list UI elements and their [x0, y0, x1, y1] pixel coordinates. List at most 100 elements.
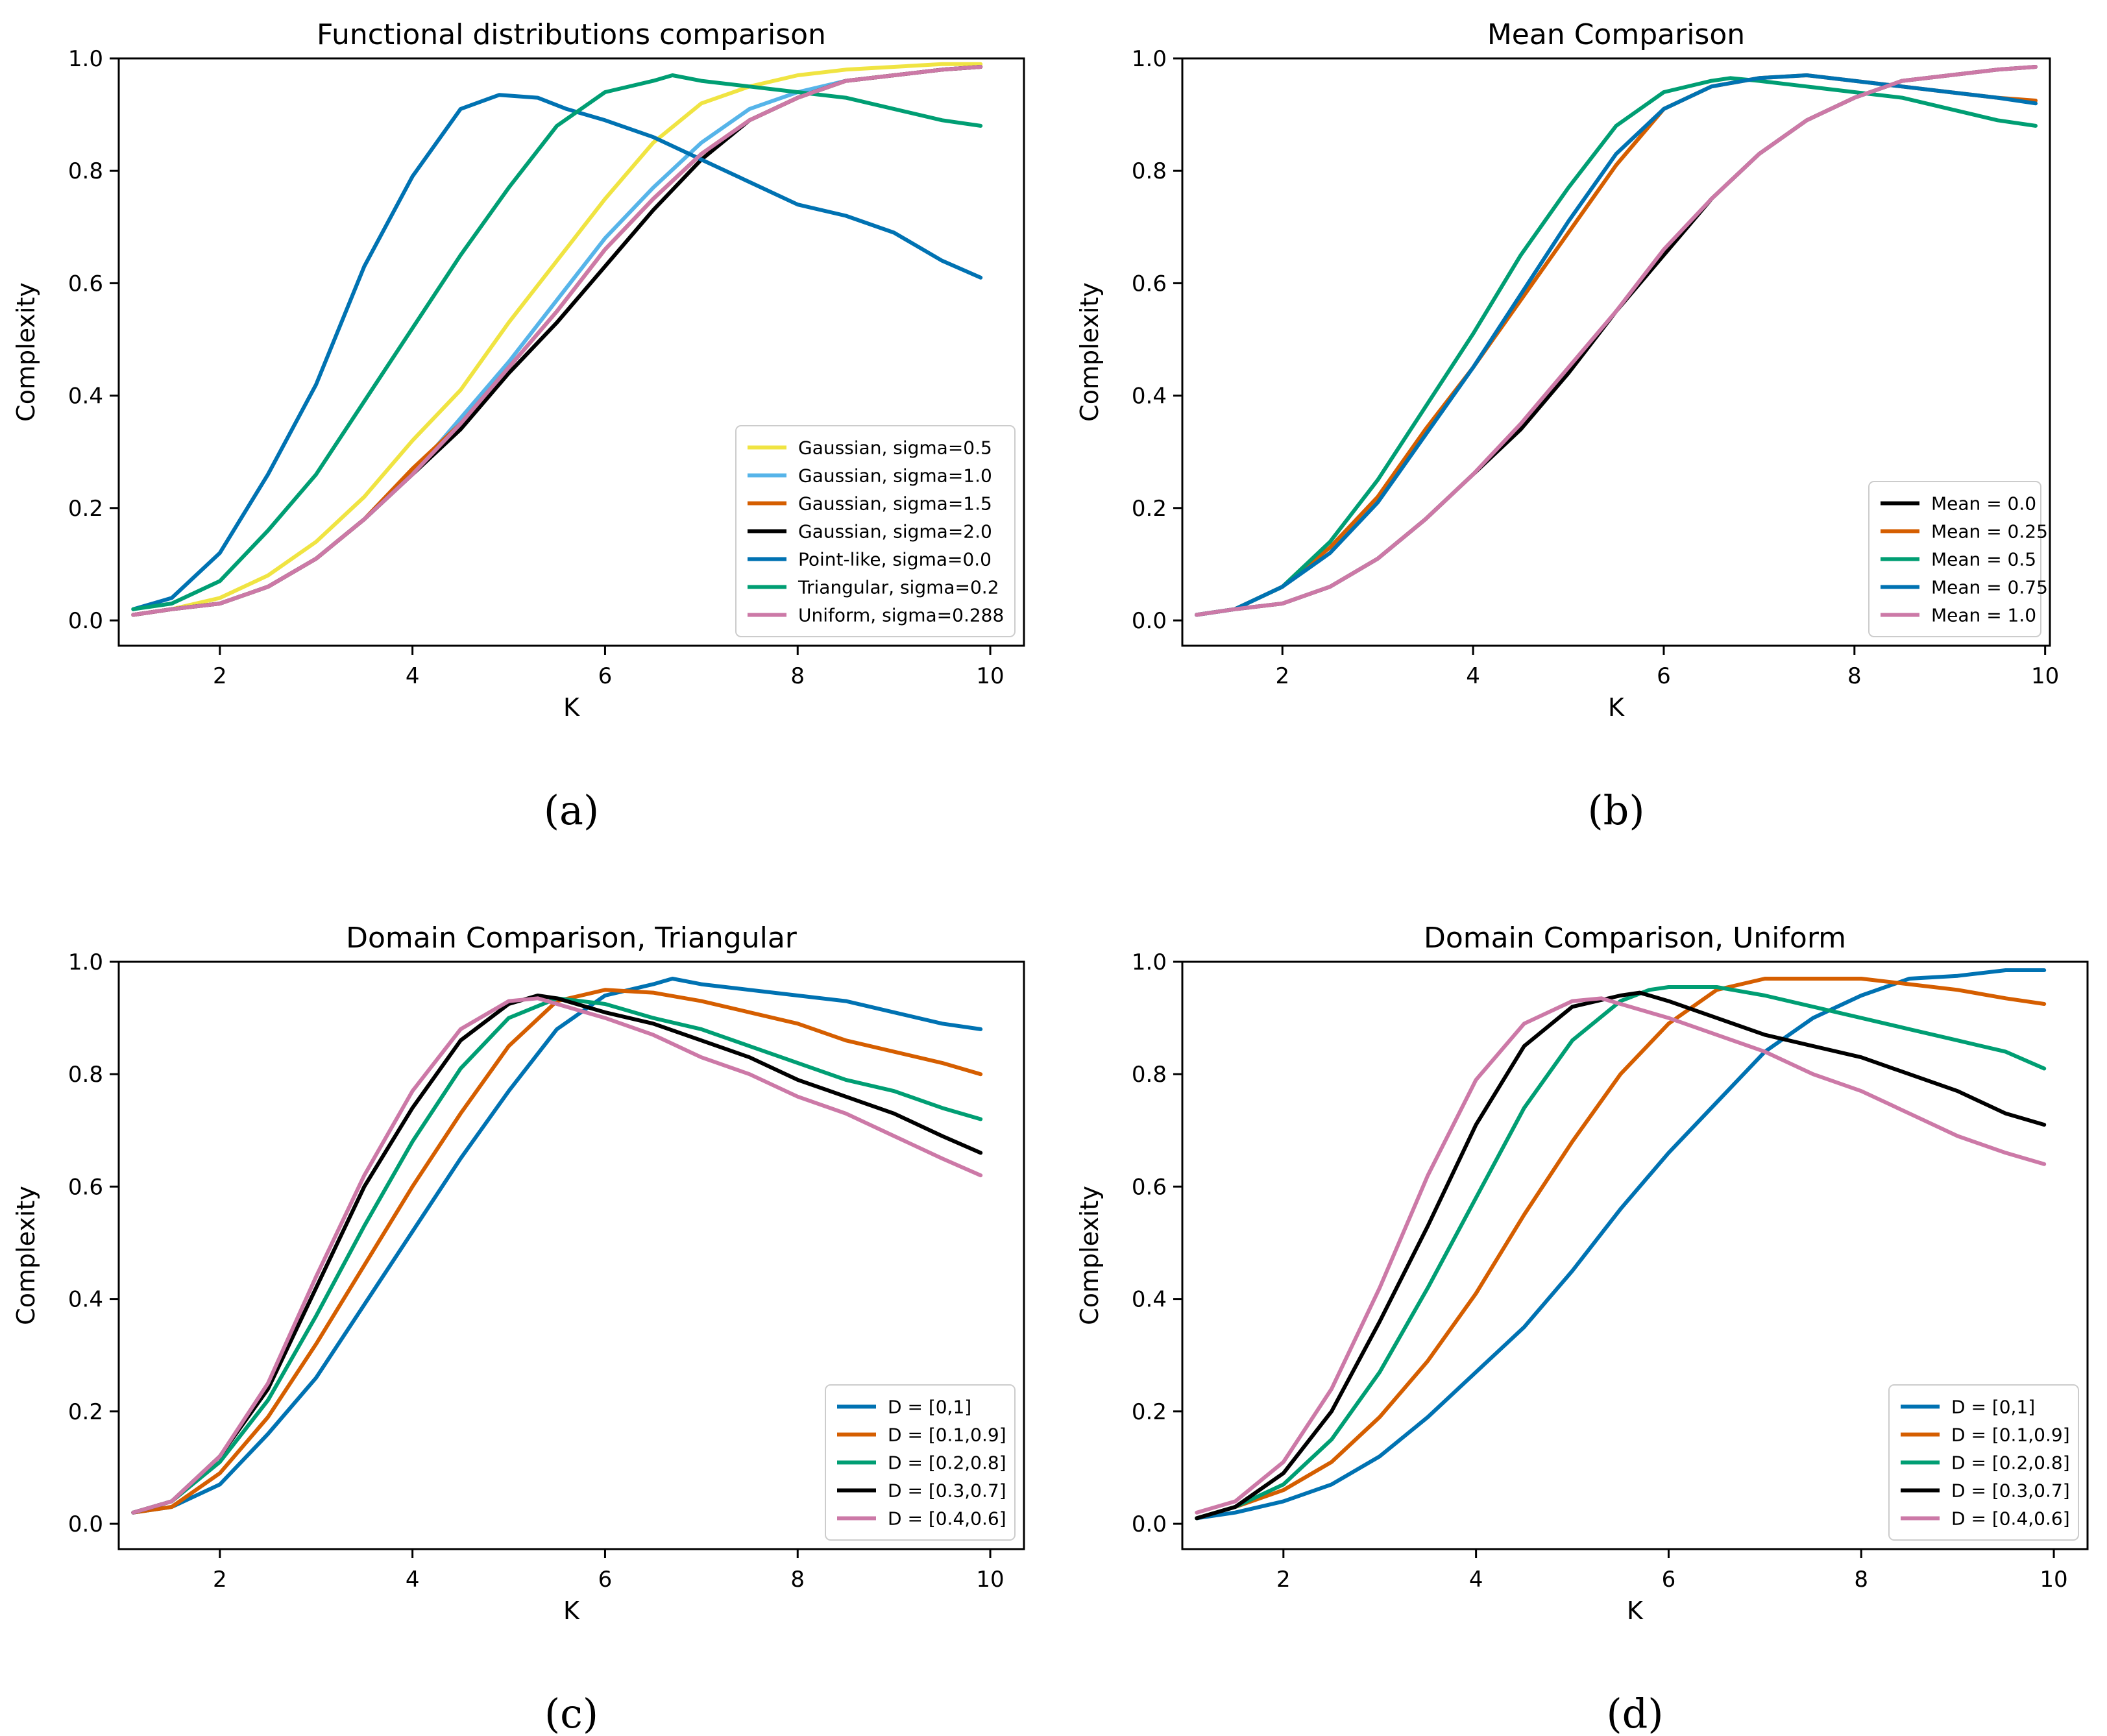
x-tick-label: 10	[2040, 1567, 2067, 1593]
series-line-4	[131, 994, 983, 1515]
legend-entry-label: D = [0.1,0.9]	[1951, 1424, 2070, 1446]
x-axis-label: K	[1608, 693, 1625, 722]
y-tick-label: 1.0	[68, 949, 103, 975]
legend: Gaussian, sigma=0.5 Gaussian, sigma=1.0 Ga…	[735, 425, 1016, 637]
y-tick-label: 0.0	[1132, 1511, 1167, 1537]
y-tick-label: 0.8	[1132, 1062, 1167, 1088]
plot-frame	[117, 960, 1025, 1550]
series-line-7	[131, 65, 983, 617]
series-line-5	[1195, 65, 2038, 617]
y-axis-label: Complexity	[12, 282, 40, 422]
legend-entry-label: Triangular, sigma=0.2	[798, 577, 999, 598]
x-tick-label: 6	[1662, 1567, 1676, 1593]
series-line-5	[131, 996, 983, 1515]
y-tick-label: 0.4	[1132, 384, 1167, 410]
panel-label: (a)	[544, 787, 599, 834]
legend-box	[1868, 481, 2041, 637]
chart-panel-1: Functional distributions comparison 2 4 6 8 1…	[12, 18, 1025, 834]
legend-entry-label: Mean = 0.25	[1931, 521, 2048, 543]
chart-panel-3: Domain Comparison, Triangular 2 4 6 8 10 0.0 0.…	[12, 922, 1025, 1736]
x-tick-label: 6	[1657, 663, 1671, 689]
panel-label: (c)	[544, 1690, 598, 1736]
series-line-2	[1195, 977, 2047, 1521]
series-line-5	[1195, 996, 2047, 1515]
x-tick-label: 8	[790, 1567, 805, 1593]
legend-entry-label: Mean = 0.75	[1931, 577, 2048, 598]
legend-entry-label: Gaussian, sigma=0.5	[798, 437, 992, 459]
legend-entry-label: D = [0.4,0.6]	[1951, 1508, 2070, 1530]
y-tick-label: 0.6	[1132, 1174, 1167, 1200]
x-tick-label: 2	[1275, 663, 1289, 689]
legend-entry-label: Mean = 1.0	[1931, 605, 2036, 626]
chart-title: Mean Comparison	[1487, 18, 1745, 51]
x-axis-label: K	[563, 1596, 580, 1625]
legend-box	[1888, 1384, 2079, 1541]
series-line-4	[1195, 73, 2038, 617]
legend-entry-label: D = [0.3,0.7]	[1951, 1480, 2070, 1502]
x-tick-label: 2	[213, 1567, 227, 1593]
panel-label: (b)	[1587, 787, 1644, 834]
y-tick-label: 0.2	[1132, 1399, 1167, 1425]
series-lines	[1195, 65, 2038, 617]
chart-panel-4: Domain Comparison, Uniform 2 4 6 8 10 0.0 0.2 0.…	[1075, 922, 2089, 1736]
x-tick-label: 4	[1469, 1567, 1483, 1593]
legend-entry-label: D = [0.2,0.8]	[888, 1452, 1006, 1474]
y-axis-label: Complexity	[1075, 282, 1104, 422]
chart-title: Domain Comparison, Triangular	[346, 922, 798, 955]
x-tick-label: 8	[1847, 663, 1862, 689]
legend-box	[825, 1384, 1016, 1541]
y-tick-label: 0.8	[1132, 158, 1167, 184]
y-tick-label: 1.0	[68, 46, 103, 72]
legend-entry-label: D = [0,1]	[888, 1397, 971, 1418]
x-axis-label: K	[563, 693, 580, 722]
x-tick-label: 10	[976, 663, 1004, 689]
series-lines	[1195, 968, 2047, 1521]
x-tick-label: 8	[790, 663, 805, 689]
legend: D = [0,1] D = [0.1,0.9] D = [0.2,0.8] D = […	[1888, 1384, 2079, 1541]
y-tick-label: 0.8	[68, 158, 103, 184]
legend-entry-label: D = [0.4,0.6]	[888, 1508, 1006, 1530]
y-tick-label: 0.0	[1132, 608, 1167, 634]
series-line-4	[1195, 990, 2047, 1521]
x-tick-label: 10	[976, 1567, 1004, 1593]
y-tick-label: 0.6	[68, 271, 103, 297]
legend-entry-label: D = [0.2,0.8]	[1951, 1452, 2070, 1474]
panel-label: (d)	[1606, 1690, 1663, 1736]
series-lines	[131, 977, 983, 1515]
x-tick-label: 8	[1854, 1567, 1868, 1593]
plot-frame	[1181, 960, 2089, 1550]
x-tick-label: 2	[213, 663, 227, 689]
legend: D = [0,1] D = [0.1,0.9] D = [0.2,0.8] D = […	[825, 1384, 1016, 1541]
legend-entry-label: Mean = 0.5	[1931, 549, 2036, 570]
legend: Mean = 0.0 Mean = 0.25 Mean = 0.5 Mean = 0.…	[1868, 481, 2048, 637]
y-tick-label: 1.0	[1132, 949, 1167, 975]
chart-panel-2: Mean Comparison 2 4 6 8 10 0.0 0.2 0.4 0.6 0.8 1.0 K…	[1075, 18, 2059, 834]
legend-entry-label: D = [0,1]	[1951, 1397, 2035, 1418]
y-axis-label: Complexity	[12, 1186, 40, 1325]
series-line-6	[131, 73, 983, 611]
series-line-1	[131, 62, 983, 617]
legend-entry-label: D = [0.3,0.7]	[888, 1480, 1006, 1502]
y-tick-label: 0.6	[1132, 271, 1167, 297]
y-tick-label: 0.0	[68, 608, 103, 634]
legend-entry-label: Gaussian, sigma=1.0	[798, 465, 992, 487]
y-tick-label: 0.4	[68, 1287, 103, 1313]
legend-entry-label: Mean = 0.0	[1931, 493, 2036, 515]
y-tick-label: 0.0	[68, 1511, 103, 1537]
legend-entry-label: D = [0.1,0.9]	[888, 1424, 1006, 1446]
y-tick-label: 0.4	[68, 384, 103, 410]
legend-entry-label: Gaussian, sigma=2.0	[798, 521, 992, 543]
series-line-5	[131, 93, 983, 611]
plot-frame	[1181, 57, 2051, 647]
series-line-2	[131, 988, 983, 1515]
series-line-3	[1195, 76, 2038, 617]
legend-box	[735, 425, 1016, 637]
legend-entry-label: Uniform, sigma=0.288	[798, 605, 1004, 626]
series-line-3	[1195, 985, 2047, 1521]
y-tick-label: 0.6	[68, 1174, 103, 1200]
y-tick-label: 0.2	[1132, 496, 1167, 522]
x-tick-label: 4	[406, 1567, 420, 1593]
chart-title: Functional distributions comparison	[317, 18, 826, 51]
chart-title: Domain Comparison, Uniform	[1424, 922, 1846, 955]
